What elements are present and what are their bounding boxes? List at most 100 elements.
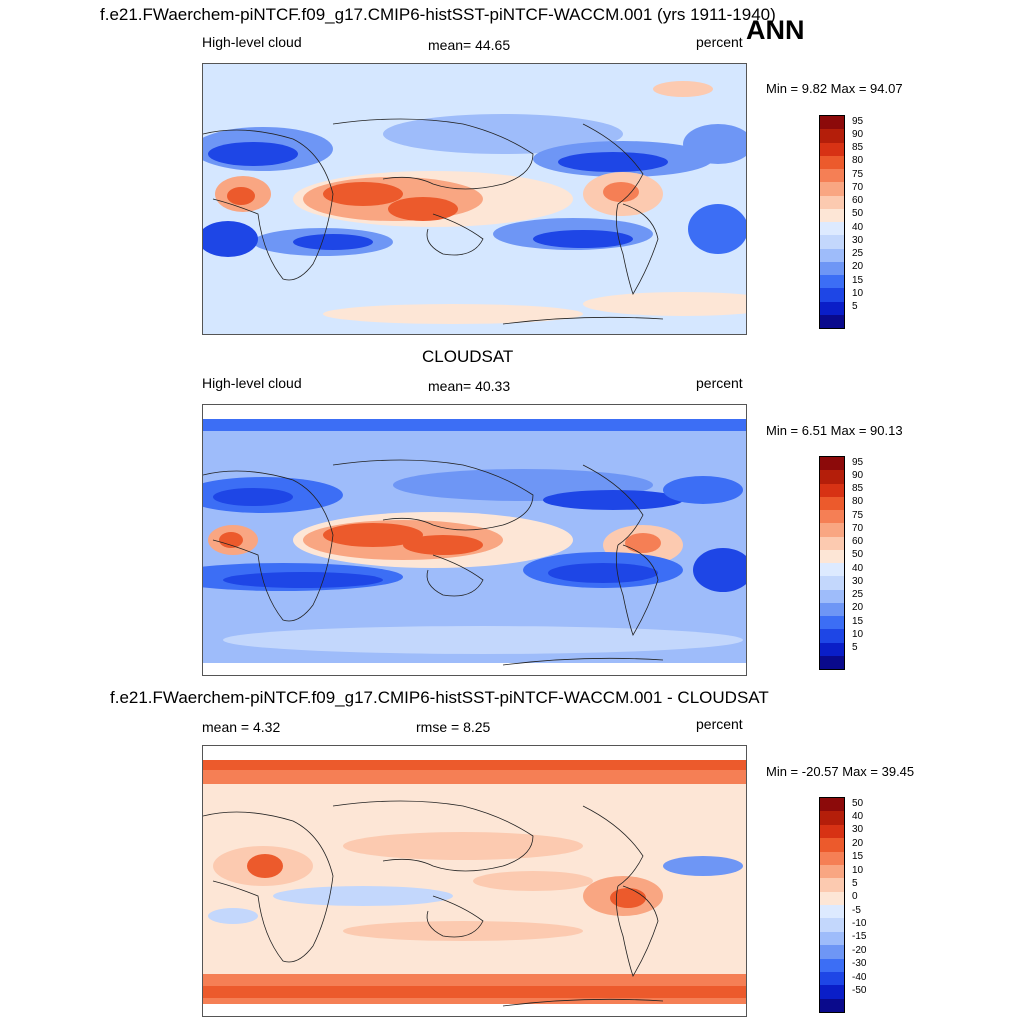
colorbar-swatch (820, 958, 844, 972)
panel-mean-label: mean= 44.65 (428, 37, 511, 53)
main-title: f.e21.FWaerchem-piNTCF.f09_g17.CMIP6-his… (100, 5, 776, 24)
colorbar-tick-label: 75 (852, 509, 864, 521)
season-label: ANN (746, 15, 805, 45)
colorbar-tick-label: 15 (852, 851, 864, 863)
panel-mean-label: mean= 40.33 (428, 378, 511, 394)
colorbar-swatch (820, 314, 844, 328)
colorbar-tick-label: 60 (852, 195, 864, 207)
colorbar-swatch (820, 864, 844, 879)
panel-rmse-label: rmse = 8.25 (416, 719, 491, 735)
colorbar-tick-label: -5 (852, 904, 861, 916)
colorbar-swatch (820, 275, 844, 289)
panel-header: f.e21.FWaerchem-piNTCF.f09_g17.CMIP6-his… (110, 688, 769, 707)
colorbar-tick-label: 10 (852, 628, 864, 640)
colorbar-swatch (820, 496, 844, 510)
colorbar-tick-label: 30 (852, 575, 864, 587)
colorbar-tick-label: 80 (852, 496, 864, 508)
colorbar-swatch (820, 576, 844, 590)
colorbar-swatch (820, 222, 844, 236)
colorbar-swatch (820, 208, 844, 222)
colorbar-tick-label: 10 (852, 287, 864, 299)
colorbar-swatch (820, 878, 844, 892)
panel-units-label: percent (696, 375, 743, 391)
colorbar-tick-label: 20 (852, 837, 864, 849)
colorbar-tick-label: 20 (852, 602, 864, 614)
colorbar-tick-label: 85 (852, 483, 864, 495)
colorbar-tick-label: 95 (852, 115, 864, 127)
colorbar-swatch (820, 905, 844, 919)
colorbar-tick-label: 85 (852, 142, 864, 154)
colorbar-tick-label: 90 (852, 469, 864, 481)
panel-units-label: percent (696, 716, 743, 732)
panel-minmax-label: Min = -20.57 Max = 39.45 (766, 764, 915, 779)
colorbar-swatch (820, 483, 844, 497)
colorbar-tick-label: 50 (852, 208, 864, 220)
colorbar-tick-label: 10 (852, 864, 864, 876)
colorbar-tick-label: 5 (852, 301, 858, 313)
colorbar-tick-label: 15 (852, 274, 864, 286)
colorbar-swatch (820, 288, 844, 302)
colorbar-tick-label: -10 (852, 918, 867, 930)
model-cloud-map (202, 63, 747, 335)
colorbar-swatch (820, 116, 844, 130)
colorbar-swatch (820, 470, 844, 484)
colorbar-tick-label: 25 (852, 248, 864, 260)
colorbar-swatch (820, 248, 844, 262)
colorbar-swatch (820, 523, 844, 537)
colorbar-tick-label: 5 (852, 877, 858, 889)
colorbar-tick-label: 60 (852, 536, 864, 548)
panel-units-label: percent (696, 34, 743, 50)
colorbar-swatch (820, 838, 844, 852)
colorbar-swatch (820, 971, 844, 986)
colorbar-tick-label: 50 (852, 797, 864, 809)
colorbar-swatch (820, 629, 844, 643)
colorbar-tick-label: 40 (852, 221, 864, 233)
colorbar-tick-label: -50 (852, 984, 867, 996)
colorbar-swatch (820, 261, 844, 275)
colorbar-swatch (820, 998, 844, 1012)
colorbar-swatch (820, 549, 844, 563)
colorbar-swatch (820, 129, 844, 143)
colorbar-tick-label: 50 (852, 549, 864, 561)
colorbar-swatch (820, 642, 844, 656)
colorbar-tick-label: 95 (852, 456, 864, 468)
colorbar-swatch (820, 851, 844, 865)
colorbar-tick-label: 90 (852, 128, 864, 140)
colorbar-swatch (820, 931, 844, 946)
colorbar-tick-label: 30 (852, 824, 864, 836)
panel-variable-label: High-level cloud (202, 375, 302, 391)
colorbar-swatch (820, 918, 844, 932)
colorbar-swatch (820, 301, 844, 315)
panel-mean-label: mean = 4.32 (202, 719, 281, 735)
colorbar-swatch (820, 655, 844, 669)
colorbar-tick-label: 40 (852, 811, 864, 823)
colorbar-tick-label: 25 (852, 589, 864, 601)
colorbar-swatch (820, 457, 844, 471)
colorbar-tick-label: 15 (852, 615, 864, 627)
colorbar-tick-label: 70 (852, 522, 864, 534)
colorbar-tick-label: 20 (852, 261, 864, 273)
diff-cloud-map (202, 745, 747, 1017)
panel-variable-label: High-level cloud (202, 34, 302, 50)
colorbar-swatch (820, 824, 844, 839)
colorbar-swatch (820, 510, 844, 524)
colorbar-tick-label: 80 (852, 155, 864, 167)
colorbar-swatch (820, 985, 844, 999)
colorbar-swatch (820, 891, 844, 905)
colorbar-tick-label: -15 (852, 931, 867, 943)
colorbar-tick-label: 75 (852, 168, 864, 180)
colorbar-swatch (820, 155, 844, 169)
colorbar-swatch (820, 616, 844, 630)
colorbar-tick-label: -40 (852, 971, 867, 983)
colorbar-tick-label: 30 (852, 234, 864, 246)
colorbar-swatch (820, 589, 844, 603)
colorbar-swatch (820, 945, 844, 959)
colorbar-swatch (820, 195, 844, 209)
colorbar-swatch (820, 235, 844, 249)
colorbar-swatch (820, 169, 844, 183)
colorbar-swatch (820, 142, 844, 156)
obs-cloud-map (202, 404, 747, 676)
colorbar-swatch (820, 798, 844, 812)
colorbar-tick-label: 40 (852, 562, 864, 574)
panel-header: CLOUDSAT (422, 347, 514, 366)
